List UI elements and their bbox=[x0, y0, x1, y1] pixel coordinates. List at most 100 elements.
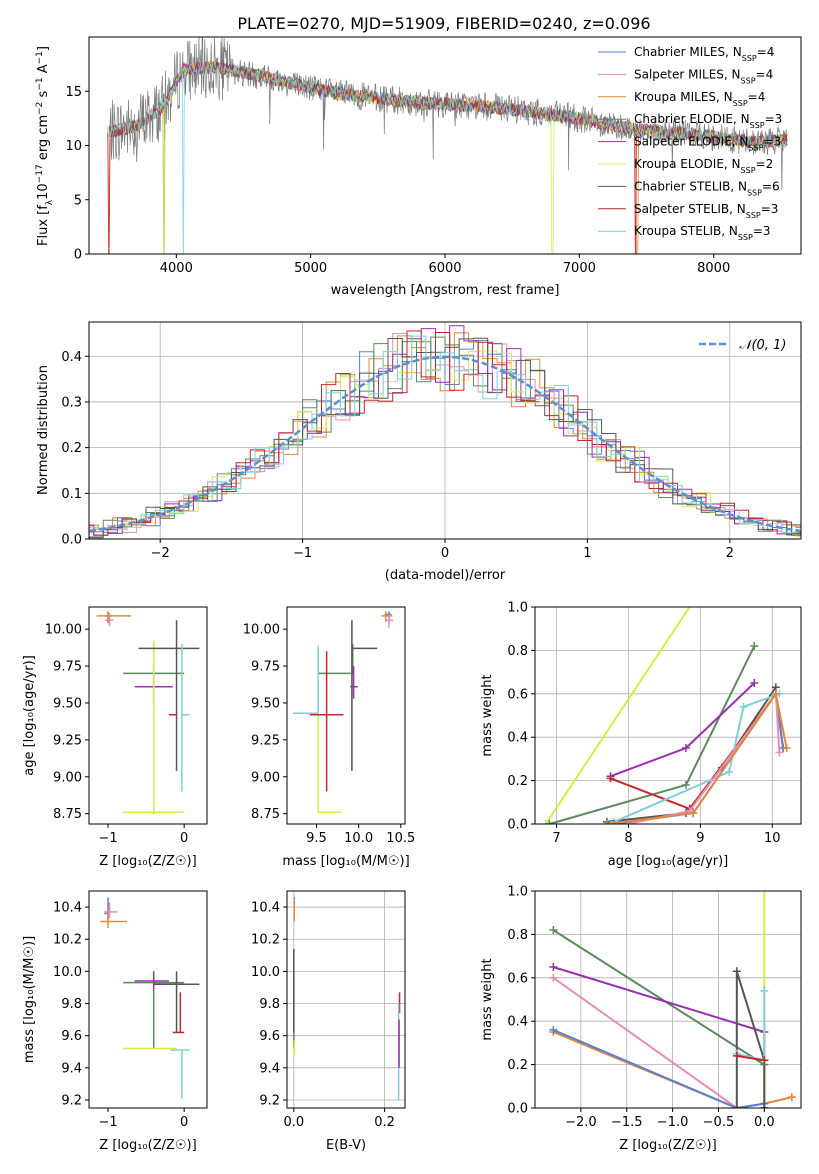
spectrum-xlabel: wavelength [Angstrom, rest frame] bbox=[331, 283, 560, 298]
errorbar-point bbox=[123, 641, 184, 812]
spectrum-xtick-label: 4000 bbox=[160, 261, 193, 276]
histogram-ytick-label: 0.4 bbox=[61, 350, 82, 365]
mass-weight-marker bbox=[788, 1093, 796, 1101]
age-vs-mass-ytick-label: 9.50 bbox=[251, 696, 280, 711]
weight-vs-z-ylabel: mass weight bbox=[480, 958, 495, 1040]
mass-vs-z-ylabel: mass [log₁₀(M/M☉)] bbox=[22, 936, 37, 1063]
spectrum-ytick-label: 15 bbox=[65, 85, 82, 100]
mass-weight-line bbox=[553, 930, 764, 1108]
spectrum-ytick-label: 10 bbox=[65, 139, 82, 154]
weight-vs-z-xtick-label: −0.5 bbox=[703, 1115, 735, 1130]
histogram-xlabel: (data-model)/error bbox=[385, 568, 506, 583]
errorbar-point bbox=[170, 1050, 189, 1098]
mass-weight-marker bbox=[750, 642, 758, 650]
mass-weight-marker bbox=[733, 967, 741, 975]
mass-weight-line bbox=[611, 683, 755, 776]
mass-vs-ebv-ytick-label: 10.4 bbox=[251, 901, 280, 916]
histogram-ytick-label: 0.1 bbox=[61, 487, 82, 502]
errorbar-point bbox=[173, 992, 184, 1032]
age-vs-z-ytick-label: 8.75 bbox=[53, 807, 82, 822]
mass-vs-ebv-ytick-label: 9.2 bbox=[259, 1093, 280, 1108]
mass-weight-marker bbox=[549, 963, 557, 971]
mass-weight-marker bbox=[682, 781, 690, 789]
histogram-ytick-label: 0.0 bbox=[61, 533, 82, 548]
age-vs-mass-xtick-label: 10.0 bbox=[344, 831, 373, 846]
weight-vs-age-xtick-label: 7 bbox=[552, 831, 560, 846]
weight-vs-z-ytick-label: 0.4 bbox=[507, 1015, 528, 1030]
legend-entry: Kroupa STELIB, NSSP=3 bbox=[634, 224, 771, 242]
legend-entry: Salpeter MILES, NSSP=4 bbox=[634, 67, 773, 85]
histogram-xtick-label: −2 bbox=[151, 546, 170, 561]
mass-vs-z-ytick-label: 10.4 bbox=[53, 901, 82, 916]
mass-vs-z-ytick-label: 9.8 bbox=[61, 997, 82, 1012]
histogram-kroupa-stelib bbox=[84, 336, 819, 534]
spectrum-ytick-label: 5 bbox=[74, 193, 82, 208]
errorbar-point bbox=[105, 613, 113, 626]
mass-vs-ebv-ytick-label: 9.8 bbox=[259, 997, 280, 1012]
age-vs-mass-ytick-label: 8.75 bbox=[251, 807, 280, 822]
weight-vs-age-ytick-label: 0.0 bbox=[507, 818, 528, 833]
weight-vs-age-ytick-label: 0.2 bbox=[507, 774, 528, 789]
mass-vs-ebv-ytick-label: 10.0 bbox=[251, 965, 280, 980]
age-vs-z-xtick-label: 0 bbox=[180, 831, 188, 846]
errorbar-point bbox=[182, 644, 190, 792]
weight-vs-age-ylabel: mass weight bbox=[480, 674, 495, 756]
mass-vs-ebv-ytick-label: 9.6 bbox=[259, 1029, 280, 1044]
legend-entry: Kroupa MILES, NSSP=4 bbox=[634, 90, 765, 108]
mass-vs-z-ytick-label: 9.4 bbox=[61, 1061, 82, 1076]
weight-vs-age-xlabel: age [log₁₀(age/yr)] bbox=[608, 854, 729, 869]
mass-vs-z-ytick-label: 10.2 bbox=[53, 933, 82, 948]
legend-entry: Salpeter STELIB, NSSP=3 bbox=[634, 202, 778, 220]
histogram-xtick-label: 0 bbox=[441, 546, 449, 561]
mass-weight-marker bbox=[760, 876, 768, 884]
mass-vs-z-xtick-label: −1 bbox=[98, 1115, 117, 1130]
weight-vs-age-ytick-label: 1.0 bbox=[507, 601, 528, 616]
spectrum-xtick-label: 5000 bbox=[294, 261, 327, 276]
errorbar-point bbox=[97, 611, 131, 623]
age-vs-z-ytick-label: 9.25 bbox=[53, 733, 82, 748]
normal-legend-label: 𝒩(0, 1) bbox=[739, 338, 786, 353]
weight-vs-z-ytick-label: 0.2 bbox=[507, 1058, 528, 1073]
age-vs-mass-ytick-label: 9.75 bbox=[251, 660, 280, 675]
errorbar-point bbox=[318, 644, 353, 674]
weight-vs-z-ytick-label: 0.6 bbox=[507, 971, 528, 986]
mass-vs-ebv-ytick-label: 10.2 bbox=[251, 933, 280, 948]
weight-vs-age-ytick-label: 0.8 bbox=[507, 644, 528, 659]
mass-weight-line bbox=[607, 687, 776, 822]
age-vs-z-ylabel: age [log₁₀(age/yr)] bbox=[22, 655, 37, 776]
mass-vs-z-xlabel: Z [log₁₀(Z/Z☉)] bbox=[99, 1138, 196, 1153]
spectrum-title: PLATE=0270, MJD=51909, FIBERID=0240, z=0… bbox=[237, 14, 650, 33]
weight-vs-age-ytick-label: 0.4 bbox=[507, 731, 528, 746]
age-vs-mass-ytick-label: 9.25 bbox=[251, 733, 280, 748]
histogram-xtick-label: 2 bbox=[726, 546, 734, 561]
mass-vs-z-ytick-label: 9.2 bbox=[61, 1093, 82, 1108]
age-vs-z-xtick-label: −1 bbox=[98, 831, 117, 846]
weight-vs-z-ytick-label: 0.0 bbox=[507, 1102, 528, 1117]
mass-vs-ebv-ytick-label: 9.4 bbox=[259, 1061, 280, 1076]
age-vs-mass-ytick-label: 10.00 bbox=[243, 623, 280, 638]
spectrum-panel: PLATE=0270, MJD=51909, FIBERID=0240, z=0… bbox=[35, 14, 801, 298]
histogram-xtick-label: 1 bbox=[583, 546, 591, 561]
histogram-xtick-label: −1 bbox=[293, 546, 312, 561]
age-vs-z-ytick-label: 9.00 bbox=[53, 770, 82, 785]
age-vs-mass-ytick-label: 9.00 bbox=[251, 770, 280, 785]
mass-weight-marker bbox=[739, 703, 747, 711]
weight-vs-age-xtick-label: 10 bbox=[764, 831, 781, 846]
weight-vs-z-xtick-label: −1.5 bbox=[611, 1115, 643, 1130]
mass-vs-z-axes-frame bbox=[89, 891, 207, 1108]
age-vs-z-ytick-label: 9.50 bbox=[53, 696, 82, 711]
weight-vs-z-axes-frame bbox=[535, 891, 801, 1108]
spectrum-ylabel: Flux [fλ10−17 erg cm−2 s−1 A−1] bbox=[35, 46, 55, 246]
histogram-ylabel: Normed distribution bbox=[36, 365, 51, 495]
errorbar-point bbox=[104, 902, 117, 918]
age-vs-z-ytick-label: 9.75 bbox=[53, 660, 82, 675]
weight-vs-age-xtick-label: 8 bbox=[624, 831, 632, 846]
spectrum-ytick-label: 0 bbox=[74, 248, 82, 263]
mass-weight-line bbox=[546, 596, 697, 824]
weight-vs-z-xtick-label: −2.0 bbox=[565, 1115, 597, 1130]
